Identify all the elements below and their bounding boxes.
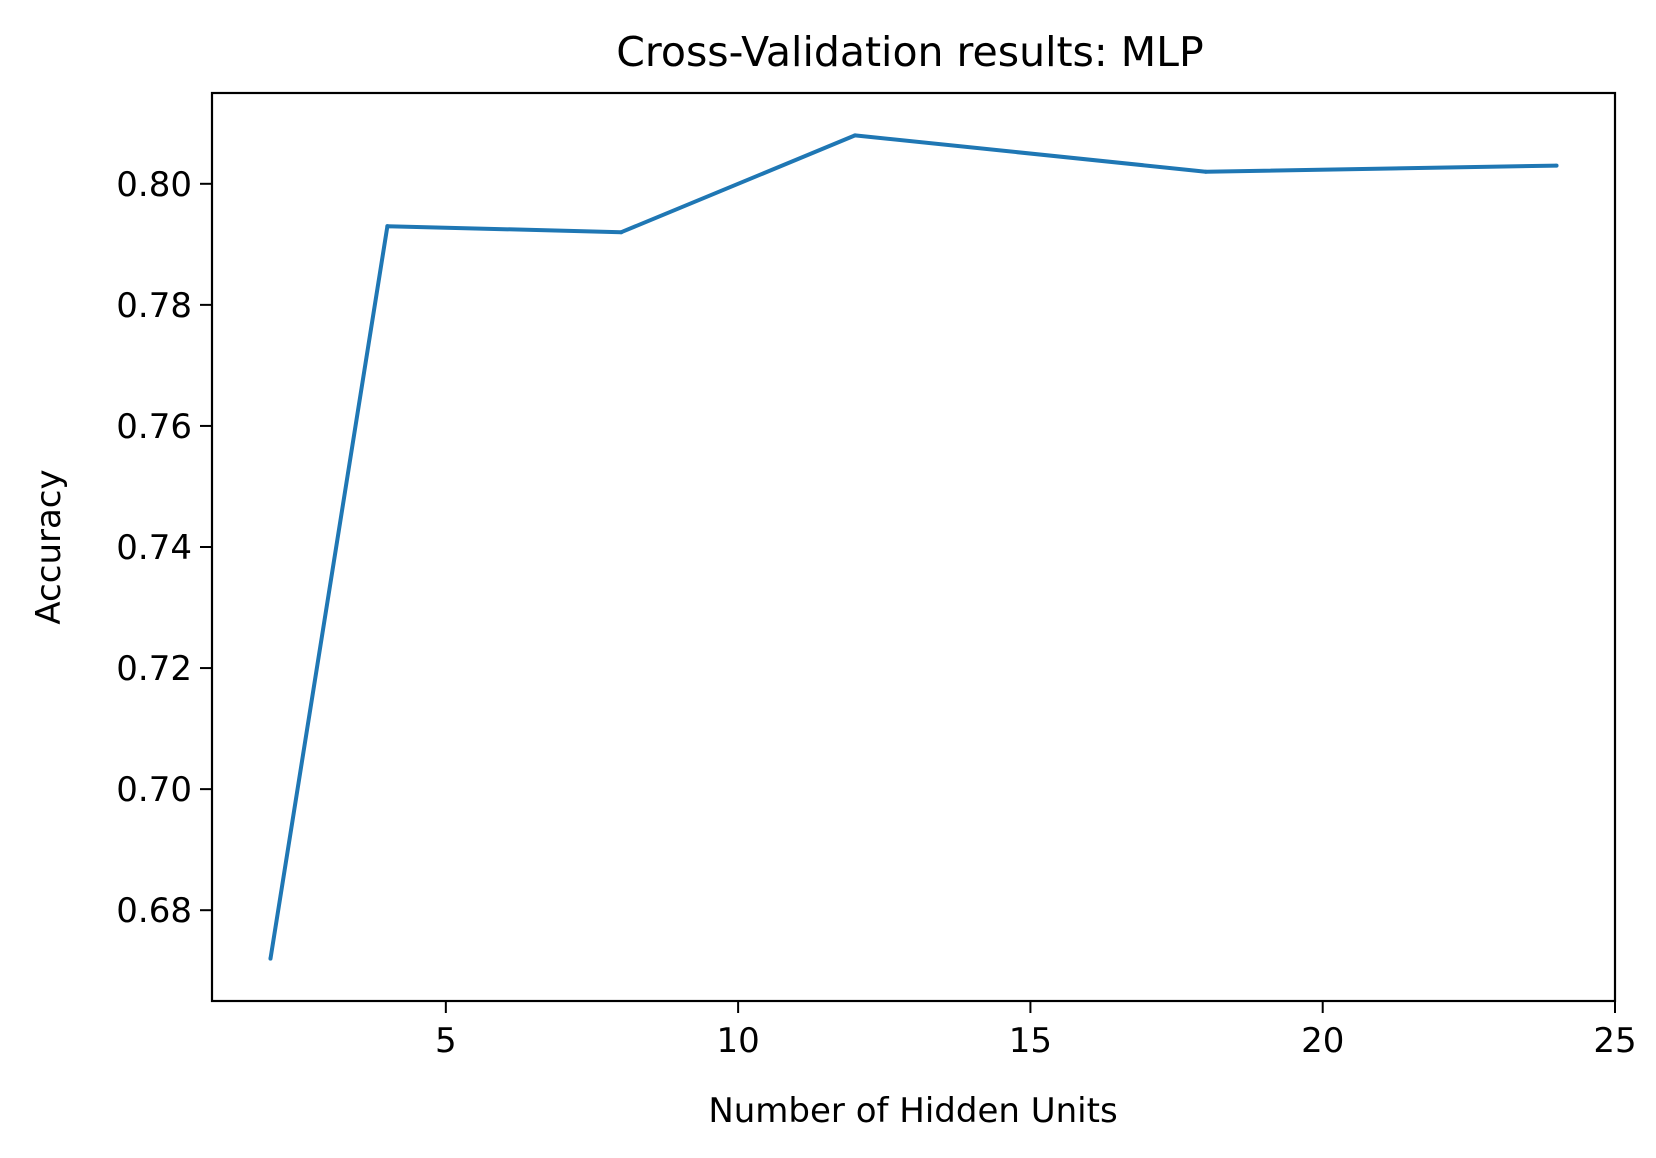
y-axis-label: Accuracy — [29, 469, 69, 624]
y-tick-label: 0.68 — [116, 891, 192, 931]
y-tick-label: 0.72 — [116, 649, 192, 689]
data-point — [1554, 163, 1559, 168]
y-axis-ticks: 0.68 0.70 0.72 0.74 0.76 0.78 0.80 — [116, 165, 212, 931]
y-tick-label: 0.74 — [116, 528, 192, 568]
x-axis-ticks: 5 10 15 20 25 — [435, 1001, 1637, 1061]
series-line — [268, 133, 1557, 959]
data-point — [1203, 169, 1208, 174]
data-point — [385, 224, 390, 229]
y-tick-label: 0.76 — [116, 407, 192, 447]
y-tick-label: 0.80 — [116, 165, 192, 205]
x-axis-label: Number of Hidden Units — [708, 1091, 1117, 1131]
data-point — [853, 133, 858, 138]
data-point — [268, 956, 273, 961]
x-tick-label: 20 — [1301, 1021, 1344, 1061]
x-tick-label: 15 — [1009, 1021, 1052, 1061]
x-tick-label: 25 — [1593, 1021, 1636, 1061]
data-point — [619, 230, 624, 235]
y-tick-label: 0.70 — [116, 770, 192, 810]
y-tick-label: 0.78 — [116, 286, 192, 326]
series-layer — [268, 133, 1559, 961]
plot-frame — [210, 91, 1617, 1003]
x-tick-label: 10 — [716, 1021, 759, 1061]
x-tick-label: 5 — [435, 1021, 457, 1061]
chart-title: Cross-Validation results: MLP — [616, 28, 1203, 76]
